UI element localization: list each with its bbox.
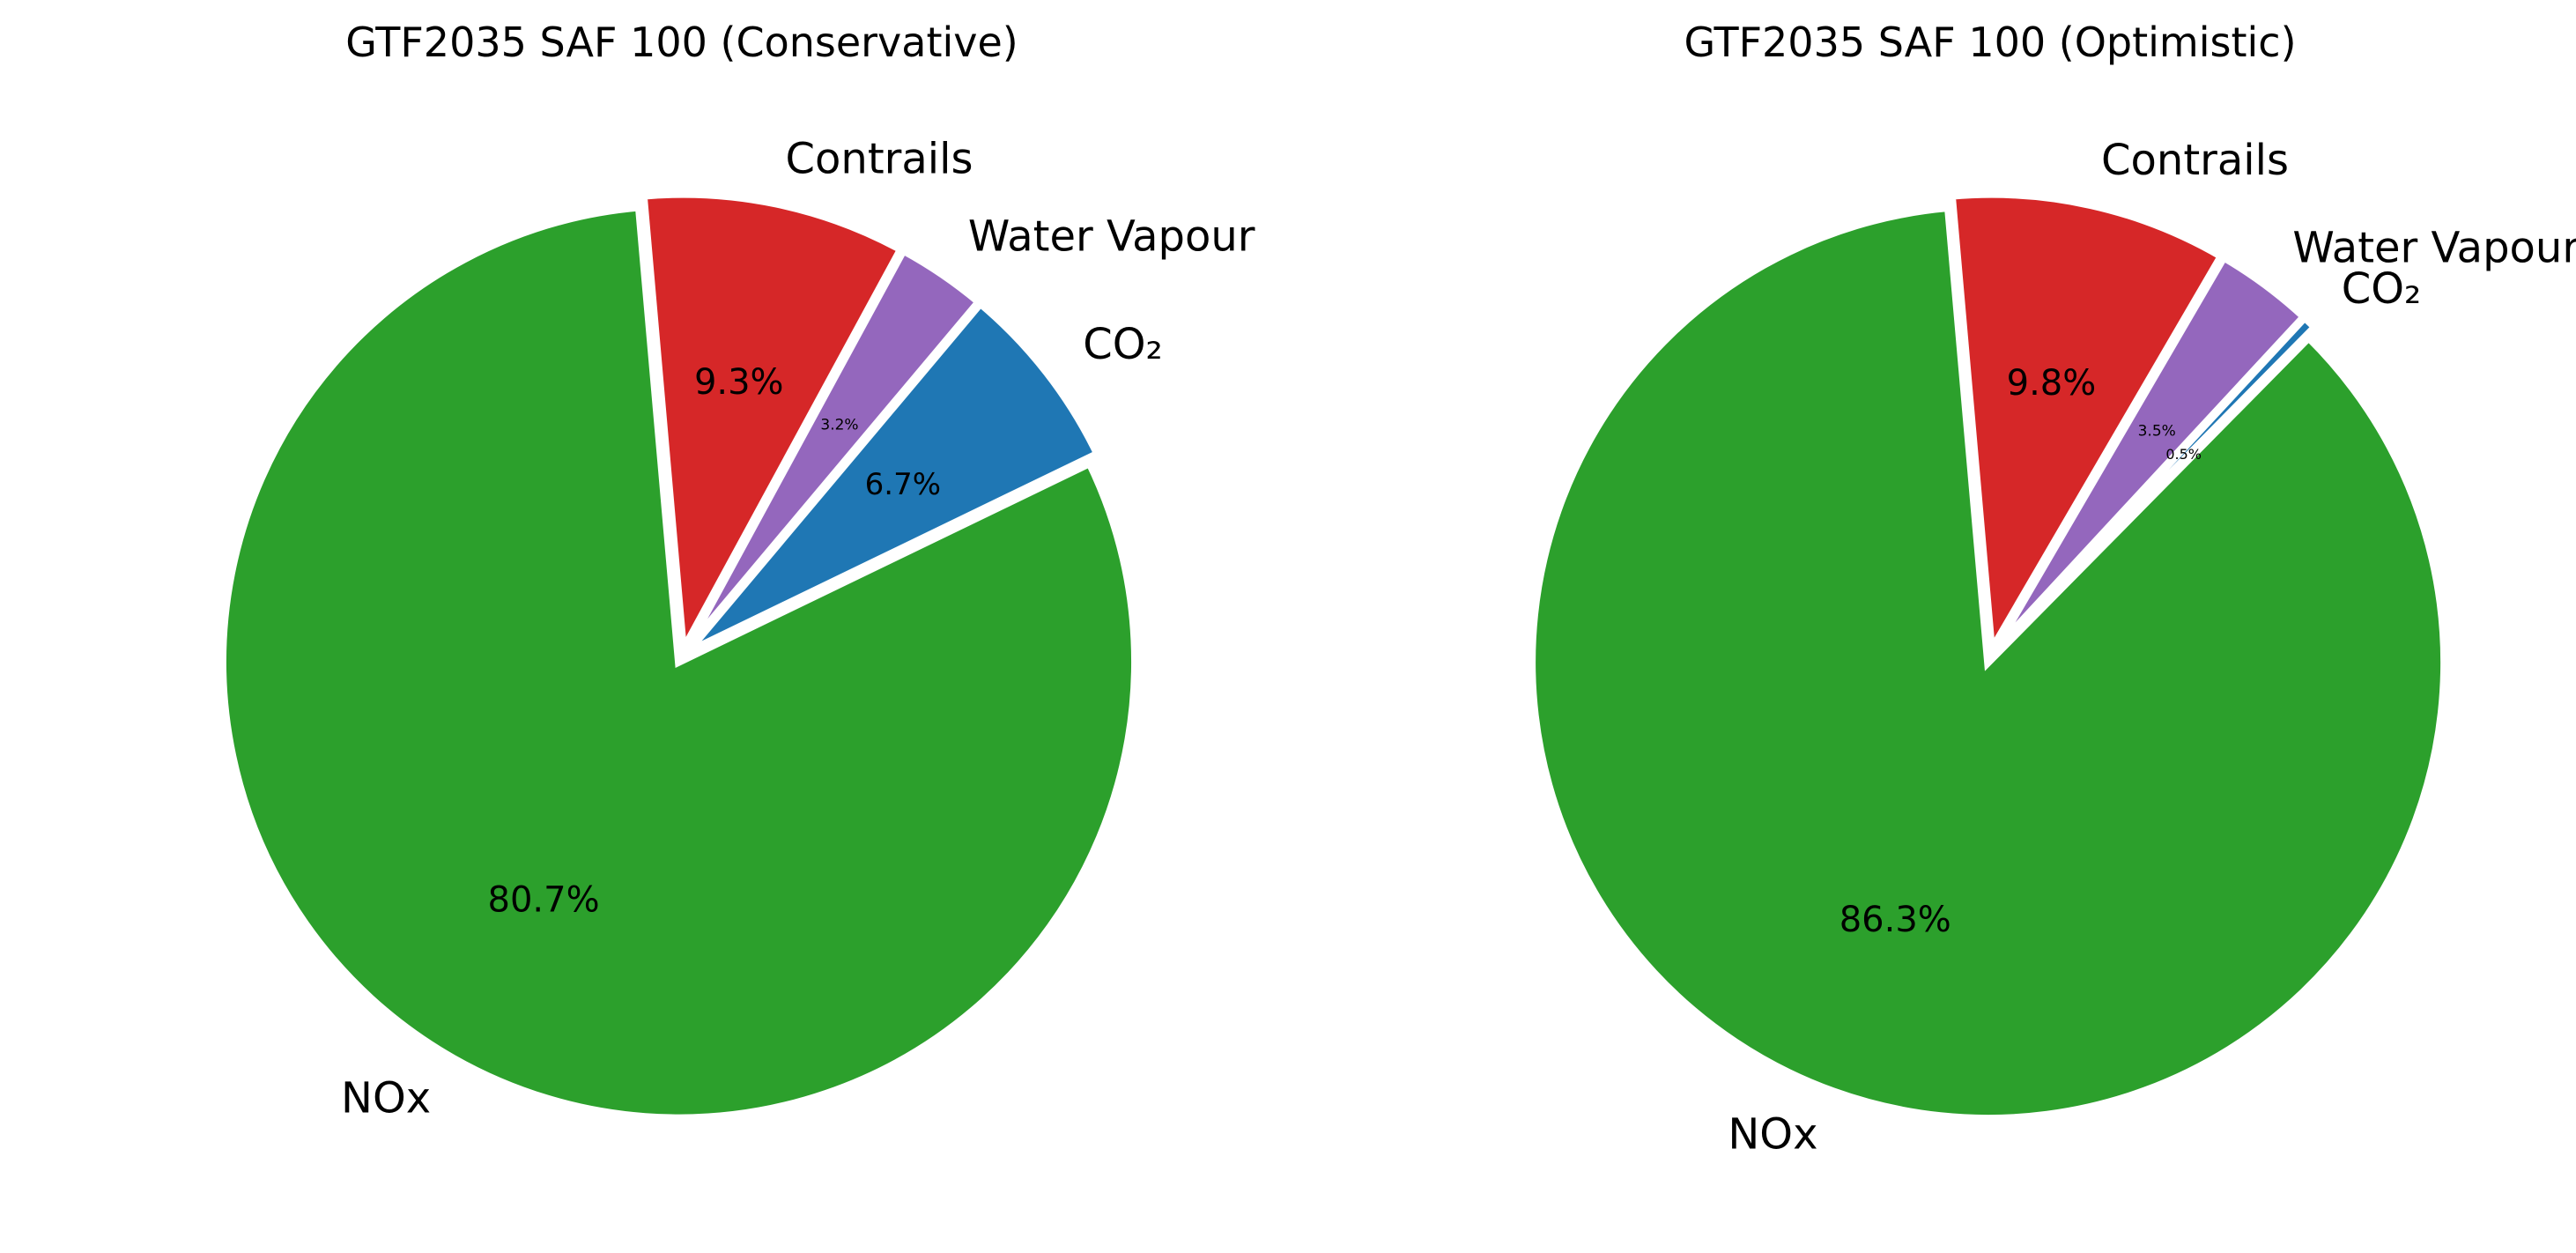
slice-label-nox: NOx	[1728, 1110, 1817, 1160]
pct-label-co2: 6.7%	[865, 467, 941, 502]
wedge-co2	[684, 297, 1103, 656]
slice-label-nox: NOx	[341, 1074, 431, 1123]
pct-label-nox: 86.3%	[1839, 900, 1951, 940]
pct-label-water-vapour: 3.5%	[2138, 423, 2176, 441]
pie-chart-conservative: GTF2035 SAF 100 (Conservative) NOx 80.7% C…	[218, 19, 1255, 1123]
slice-label-co2: CO₂	[1083, 320, 1163, 369]
label-group: NOx 80.7% CO₂ 6.7% Water Vapour 3.2% Contrails…	[341, 134, 1255, 1123]
pct-label-water-vapour: 3.2%	[820, 416, 858, 434]
pct-label-contrails: 9.3%	[694, 362, 784, 403]
pct-label-co2: 0.5%	[2165, 446, 2202, 463]
wedge-nox	[218, 203, 1140, 1123]
wedge-nox	[1528, 203, 2449, 1123]
pct-label-nox: 80.7%	[488, 879, 600, 920]
slice-label-contrails: Contrails	[786, 134, 973, 183]
chart-title: GTF2035 SAF 100 (Optimistic)	[1684, 19, 2296, 66]
wedge-group	[218, 189, 1140, 1123]
label-group: NOx 86.3% CO₂ 0.5% Water Vapour 3.5% Contrails…	[1728, 136, 2576, 1160]
pie-chart-optimistic: GTF2035 SAF 100 (Optimistic) NOx 86.3% CO₂…	[1528, 19, 2576, 1160]
chart-title: GTF2035 SAF 100 (Conservative)	[345, 19, 1018, 66]
slice-label-water-vapour: Water Vapour	[2292, 224, 2576, 273]
wedge-contrails	[1947, 189, 2227, 664]
wedge-contrails	[639, 189, 907, 664]
pct-label-contrails: 9.8%	[2007, 363, 2097, 404]
slice-label-water-vapour: Water Vapour	[968, 211, 1255, 261]
slice-label-co2: CO₂	[2342, 264, 2422, 314]
slice-label-contrails: Contrails	[2101, 136, 2289, 185]
wedge-group	[1528, 189, 2449, 1123]
